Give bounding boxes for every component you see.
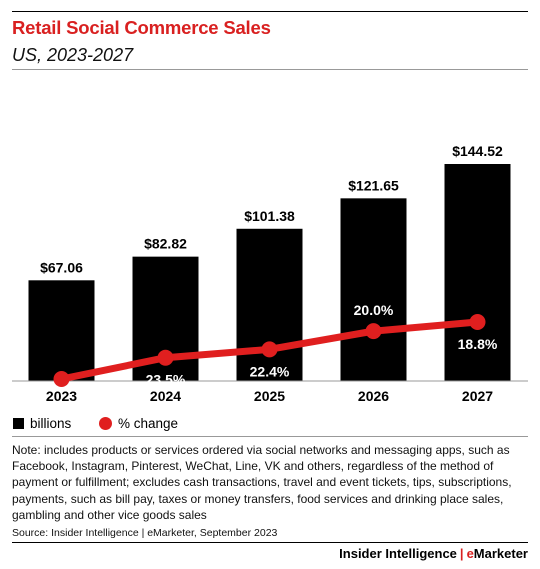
brand-separator: | bbox=[459, 546, 464, 561]
change-point-2024 bbox=[157, 349, 174, 366]
change-label-2025: 22.4% bbox=[250, 363, 290, 379]
bar-value-label-2025: $101.38 bbox=[244, 208, 295, 224]
footnote: Note: includes products or services orde… bbox=[12, 443, 512, 522]
x-tick-label-2026: 2026 bbox=[358, 388, 389, 404]
change-label-2024: 23.5% bbox=[146, 372, 186, 388]
change-point-2025 bbox=[261, 341, 278, 358]
legend-bars-label: billions bbox=[30, 416, 72, 431]
source-line: Source: Insider Intelligence | eMarketer… bbox=[12, 527, 278, 539]
bar-2027 bbox=[444, 164, 511, 381]
brand-marketer: Marketer bbox=[473, 546, 528, 561]
brand-name: Insider Intelligence bbox=[339, 546, 457, 561]
bar-2026 bbox=[340, 198, 407, 381]
chart-subtitle: US, 2023-2027 bbox=[12, 45, 134, 65]
x-tick-label-2027: 2027 bbox=[462, 388, 493, 404]
chart-title: Retail Social Commerce Sales bbox=[12, 17, 271, 38]
brand-logo: Insider Intelligence | eMarketer bbox=[339, 546, 528, 561]
x-tick-label-2024: 2024 bbox=[150, 388, 181, 404]
change-label-2026: 20.0% bbox=[354, 302, 394, 318]
legend-line-swatch bbox=[99, 417, 112, 430]
bar-2023 bbox=[28, 280, 95, 381]
change-point-2027 bbox=[469, 314, 486, 330]
bar-value-label-2026: $121.65 bbox=[348, 177, 399, 193]
top-rule bbox=[12, 11, 528, 12]
chart-area: $67.06 $82.82 $101.38 $121.65 $144.52 2023 202… bbox=[12, 143, 528, 404]
bar-value-label-2024: $82.82 bbox=[144, 236, 187, 252]
subtitle-rule bbox=[12, 69, 528, 70]
bottom-rule bbox=[12, 542, 528, 543]
x-tick-label-2023: 2023 bbox=[46, 388, 77, 404]
bar-value-label-2027: $144.52 bbox=[452, 143, 503, 159]
legend-line-label: % change bbox=[118, 416, 179, 431]
bar-2025 bbox=[236, 228, 303, 381]
change-point-2023 bbox=[53, 371, 70, 387]
legend-rule bbox=[12, 436, 528, 437]
x-tick-label-2025: 2025 bbox=[254, 388, 285, 404]
bar-value-label-2023: $67.06 bbox=[40, 259, 83, 275]
legend-bar-swatch bbox=[13, 418, 24, 429]
change-label-2027: 18.8% bbox=[458, 336, 498, 352]
brand-e: e bbox=[466, 546, 474, 561]
change-point-2026 bbox=[365, 323, 382, 340]
change-label-2023: 26.3% bbox=[42, 350, 82, 366]
